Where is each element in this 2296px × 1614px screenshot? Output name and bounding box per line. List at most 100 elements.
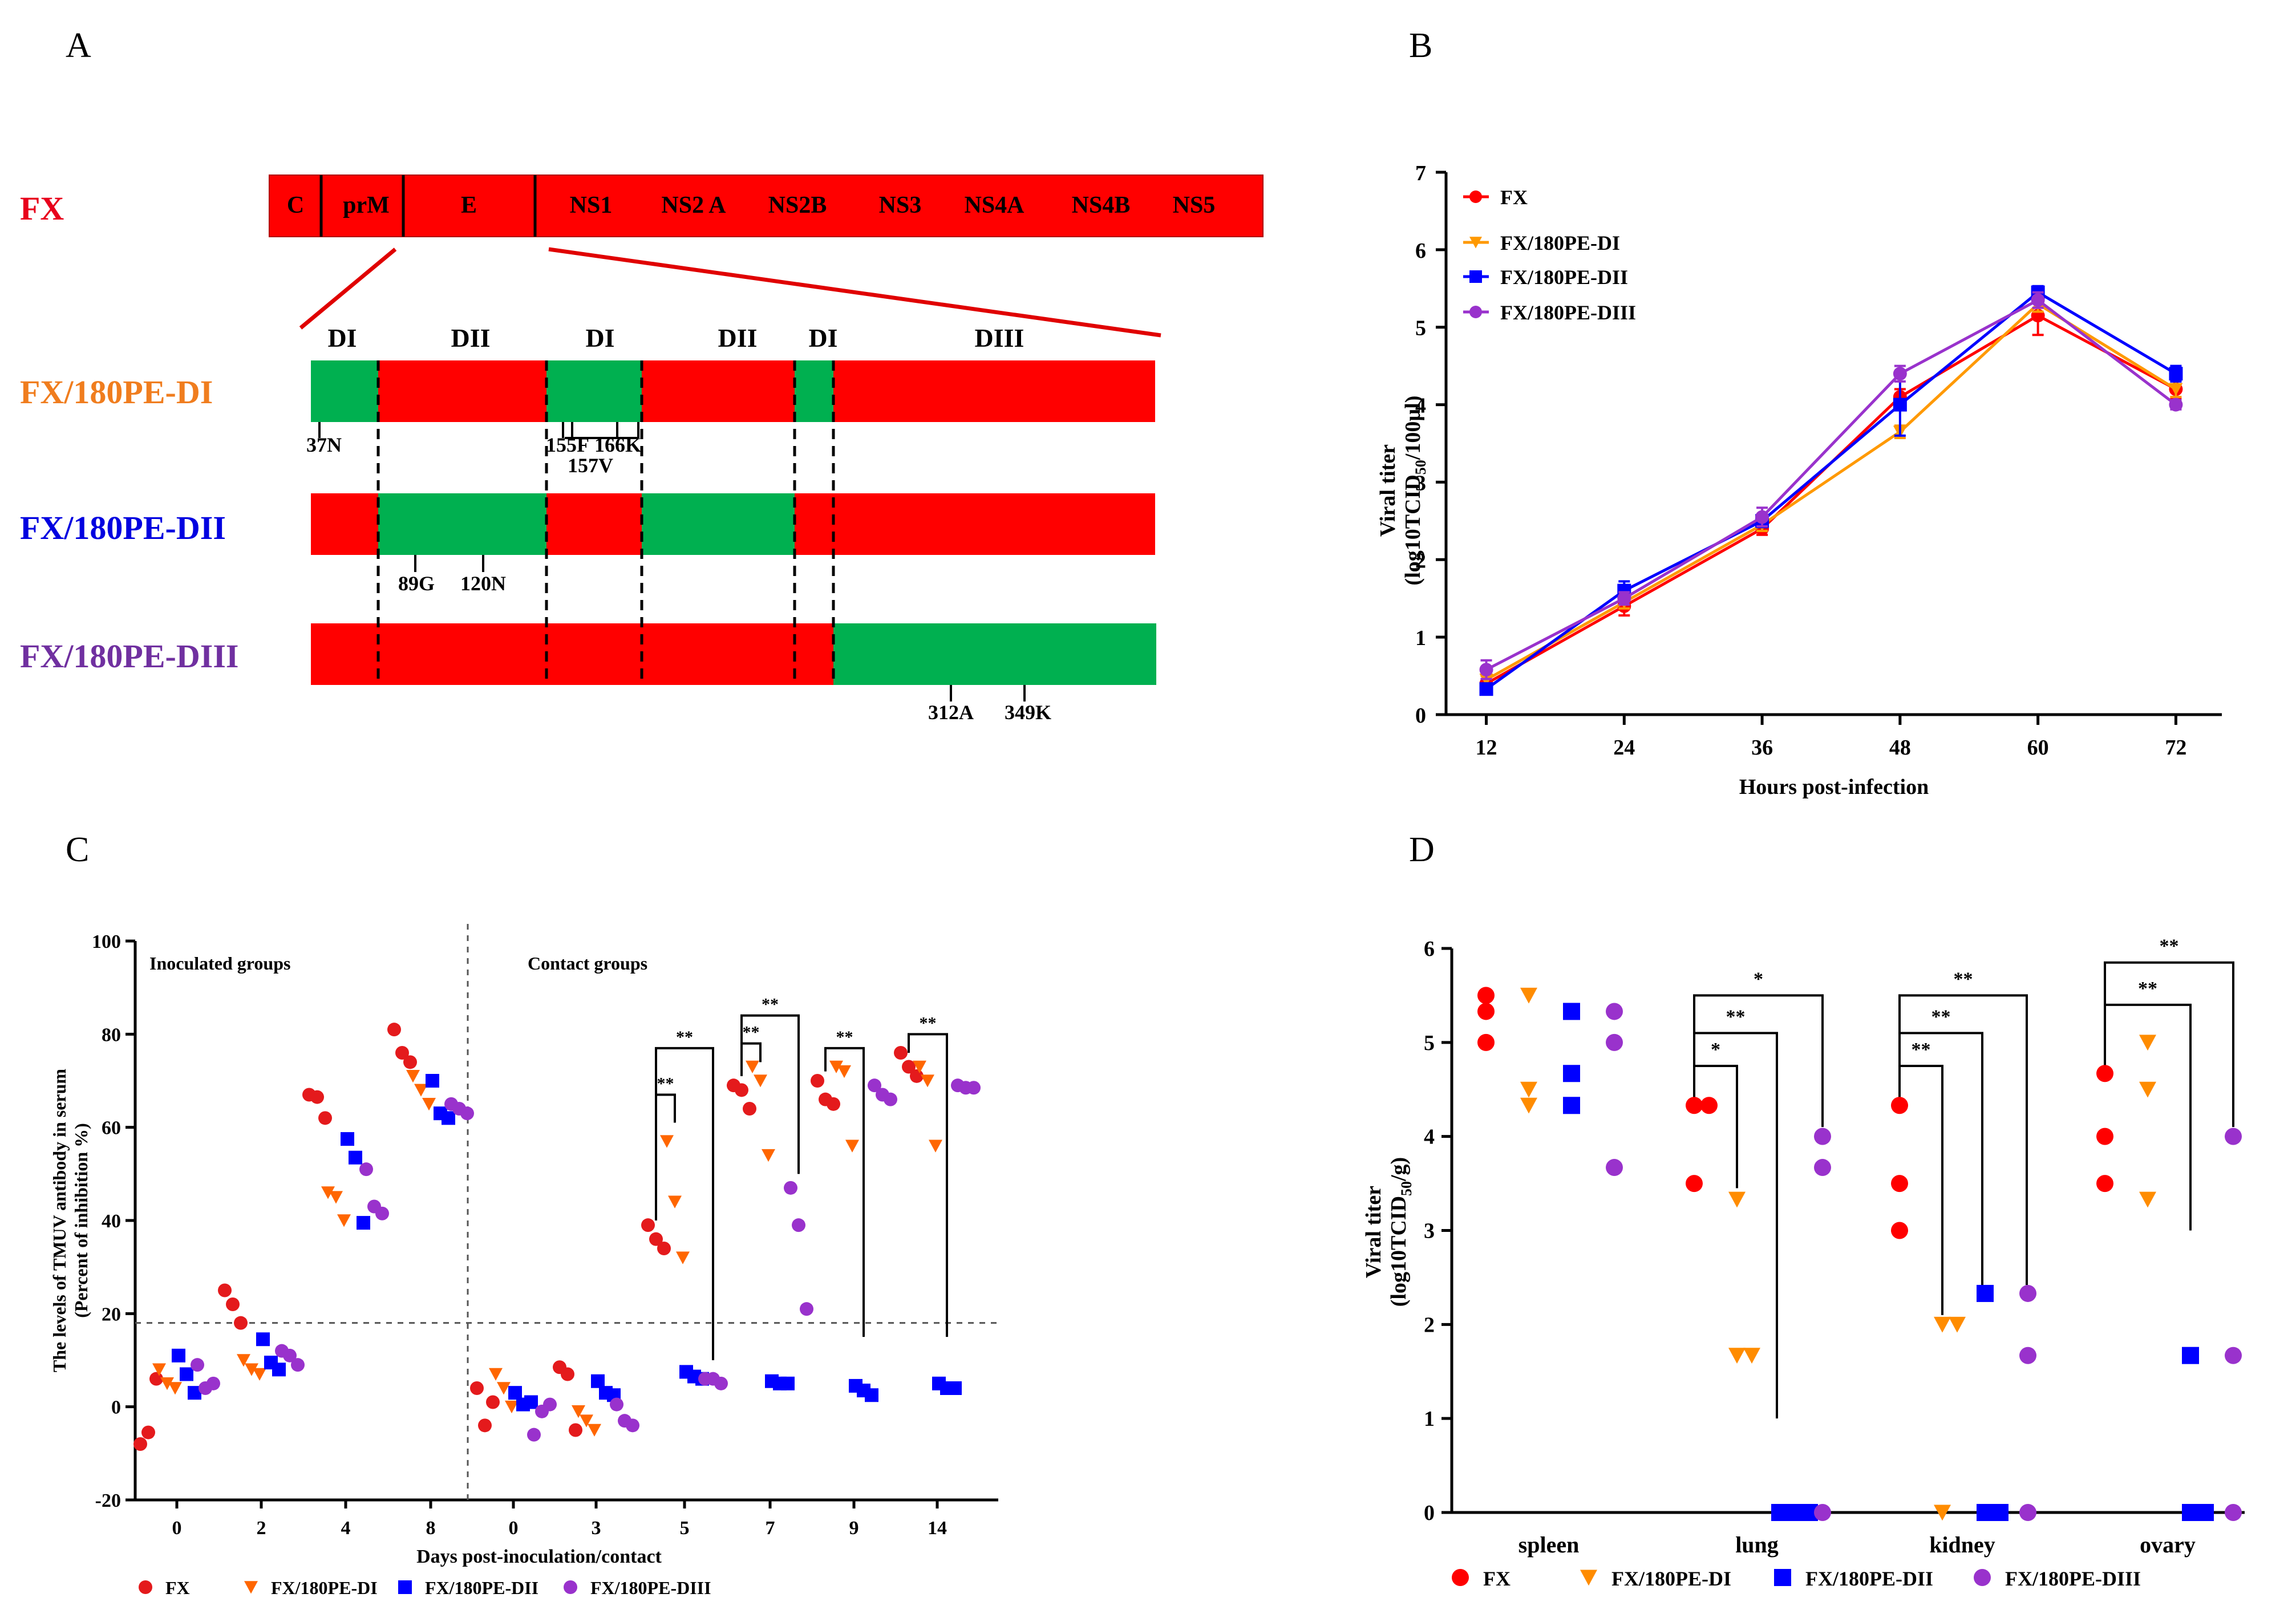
c-x-tick-label: 3 xyxy=(592,1518,601,1539)
construct-label-di: FX/180PE-DI xyxy=(20,374,213,411)
c-data-point xyxy=(375,1206,389,1220)
b-data-point xyxy=(1479,663,1493,677)
domain-label: DI xyxy=(327,323,357,352)
b-x-tick-label: 36 xyxy=(1751,736,1773,760)
d-series-FX/180PE-DIII xyxy=(1606,1003,2242,1521)
c-data-point xyxy=(426,1074,439,1088)
b-data-point xyxy=(1755,510,1769,524)
c-data-point xyxy=(337,1214,351,1227)
construct-label-dii: FX/180PE-DII xyxy=(20,509,226,546)
d-legend-marker xyxy=(1774,1569,1791,1586)
c-y-tick-label: 80 xyxy=(102,1024,121,1045)
c-data-point xyxy=(206,1376,220,1390)
b-legend-label: FX/180PE-DIII xyxy=(1500,301,1636,324)
d-data-point xyxy=(1477,1033,1495,1051)
d-data-point xyxy=(1728,1348,1746,1364)
c-data-point xyxy=(569,1423,582,1437)
c-data-point xyxy=(781,1376,795,1390)
b-x-axis-label: Hours post-infection xyxy=(1739,775,1929,799)
c-data-point xyxy=(508,1386,522,1400)
d-data-point xyxy=(2139,1191,2156,1208)
d-data-point xyxy=(2225,1504,2242,1521)
d-data-point xyxy=(1606,1033,1623,1051)
c-data-point xyxy=(256,1332,270,1347)
d-y-tick-label: 4 xyxy=(1424,1125,1435,1149)
c-legend-marker xyxy=(139,1580,152,1594)
c-data-point xyxy=(497,1382,511,1395)
d-data-point xyxy=(1477,987,1495,1004)
b-legend-marker xyxy=(1469,237,1482,249)
mutation-label: 157V xyxy=(568,454,613,477)
c-data-point xyxy=(234,1316,248,1330)
c-data-point xyxy=(792,1218,805,1232)
c-x-tick-label: 5 xyxy=(680,1518,690,1539)
gene-prm-label: prM xyxy=(343,192,390,218)
c-data-point xyxy=(133,1437,147,1451)
d-y-tick-label: 0 xyxy=(1424,1501,1435,1525)
c-data-point xyxy=(442,1111,455,1125)
b-series-line xyxy=(1485,290,2177,691)
d-data-point xyxy=(2096,1128,2113,1145)
c-data-point xyxy=(141,1425,155,1439)
d-x-category-label: kidney xyxy=(1929,1532,1995,1558)
d-y-tick-label: 1 xyxy=(1424,1407,1435,1431)
c-data-point xyxy=(341,1132,354,1146)
b-legend-label: FX/180PE-DII xyxy=(1500,266,1628,289)
d-data-point xyxy=(1477,1003,1495,1020)
c-data-point xyxy=(191,1358,204,1372)
b-y-axis-label-line2: (log10TCID50/100µl) xyxy=(1401,396,1429,586)
d-data-point xyxy=(1606,1003,1623,1020)
c-legend-marker xyxy=(398,1580,412,1594)
c-data-point xyxy=(237,1354,250,1367)
mutation-ticks-dii xyxy=(414,555,484,572)
c-data-point xyxy=(180,1367,193,1381)
d-legend-label: FX/180PE-DIII xyxy=(2005,1567,2141,1590)
c-data-point xyxy=(318,1111,332,1125)
c-data-point xyxy=(610,1397,623,1412)
b-series-line xyxy=(1485,302,2177,682)
c-data-point xyxy=(489,1368,503,1381)
domain-label: DII xyxy=(451,323,490,352)
zoom-line-left xyxy=(299,248,397,330)
d-data-point xyxy=(1563,1065,1580,1082)
c-data-point xyxy=(910,1069,924,1083)
gene-ns2b-label: NS2B xyxy=(768,192,827,218)
c-data-point xyxy=(152,1363,166,1376)
c-data-point xyxy=(272,1362,286,1377)
gene-ns3-label: NS3 xyxy=(879,192,922,218)
c-data-point xyxy=(921,1074,934,1088)
d-significance-label: ** xyxy=(1954,968,1973,990)
d-data-point xyxy=(1891,1175,1908,1193)
c-series-FX/180PE-DII xyxy=(172,1074,962,1412)
c-y-axis-label-line2: (Percent of inhibition %) xyxy=(71,1123,91,1318)
c-significance-bracket xyxy=(740,1042,762,1076)
c-data-point xyxy=(329,1191,343,1204)
c-data-point xyxy=(561,1367,574,1381)
c-data-point xyxy=(743,1102,756,1116)
c-data-point xyxy=(714,1376,728,1390)
c-x-tick-label: 2 xyxy=(257,1518,266,1539)
d-significance-label: ** xyxy=(2160,936,2179,957)
c-data-point xyxy=(543,1397,557,1412)
b-legend-marker xyxy=(1469,306,1482,318)
mutation-ticks-diii xyxy=(950,685,1026,701)
c-data-point xyxy=(310,1090,324,1104)
domain-label: DI xyxy=(808,323,837,352)
d-data-point xyxy=(2139,1081,2156,1098)
d-data-point xyxy=(2197,1504,2214,1521)
c-axes xyxy=(133,941,998,1502)
b-x-tick-label: 48 xyxy=(1889,736,1911,760)
d-data-point xyxy=(2225,1128,2242,1145)
b-y-tick-label: 3 xyxy=(1415,471,1426,495)
c-legend-marker xyxy=(564,1580,577,1594)
c-significance-label: ** xyxy=(762,995,779,1014)
c-x-tick-label: 9 xyxy=(849,1518,859,1539)
c-data-point xyxy=(505,1400,519,1414)
b-y-tick-label: 7 xyxy=(1415,161,1426,185)
d-significance-label: ** xyxy=(1931,1006,1951,1027)
d-legend-marker xyxy=(1974,1569,1991,1586)
b-axes xyxy=(1444,172,2222,716)
c-data-point xyxy=(527,1428,541,1442)
c-significance-bracket xyxy=(740,1014,800,1174)
